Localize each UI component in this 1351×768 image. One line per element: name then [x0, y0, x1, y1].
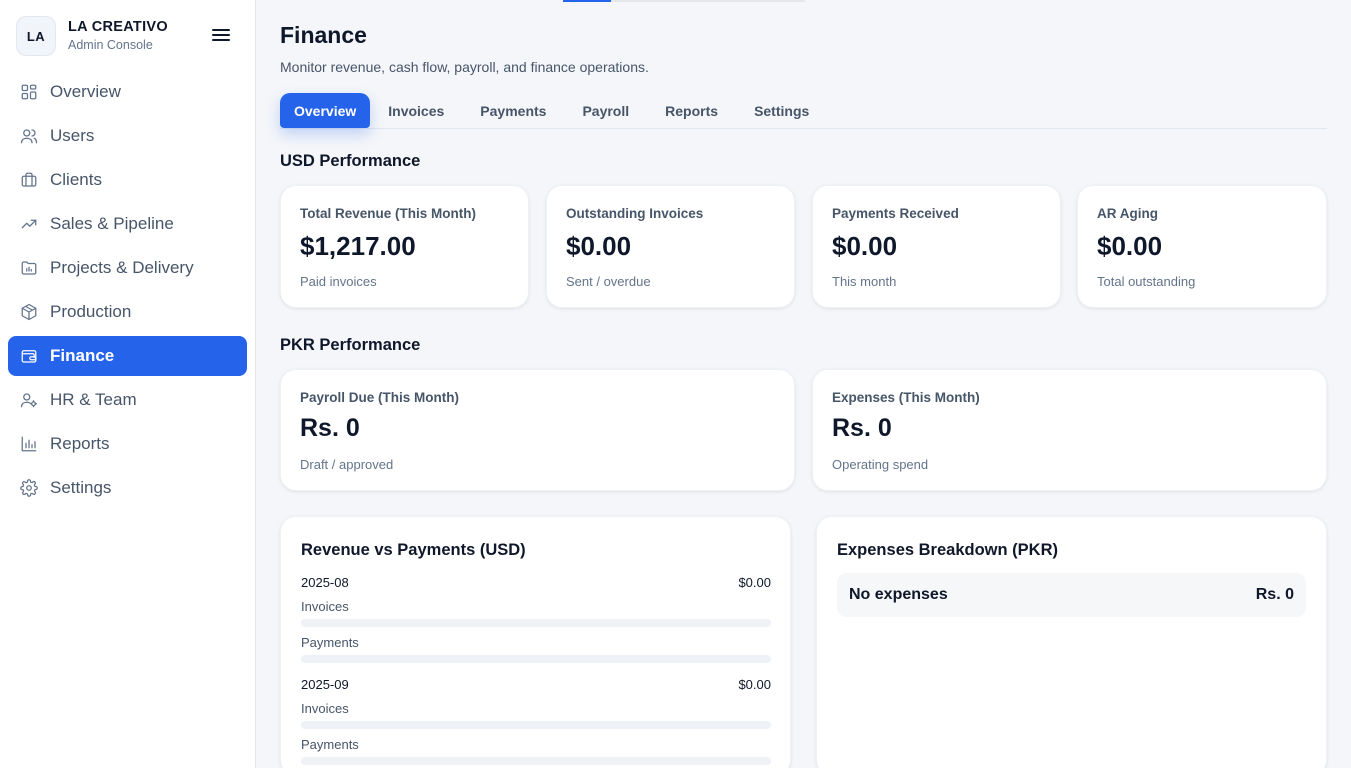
sidebar-item-label: Production	[50, 302, 132, 321]
kpi-label: Payments Received	[832, 206, 959, 221]
page-title: Finance	[280, 22, 367, 48]
kpi-label: Total Revenue (This Month)	[300, 206, 476, 221]
payments-bar	[301, 655, 771, 663]
sidebar-item-label: Users	[50, 126, 95, 145]
tab-payments[interactable]: Payments	[480, 102, 547, 119]
kpi-label: AR Aging	[1097, 206, 1158, 221]
package-icon	[20, 303, 38, 321]
sidebar-item-label: Sales & Pipeline	[50, 214, 174, 233]
sidebar-item-reports[interactable]: Reports	[8, 424, 247, 464]
page-subtitle: Monitor revenue, cash flow, payroll, and…	[280, 59, 649, 75]
month-row: 2025-09 $0.00	[301, 677, 771, 692]
tab-invoices[interactable]: Invoices	[388, 102, 445, 119]
kpi-note: Total outstanding	[1097, 274, 1196, 289]
revenue-vs-payments-panel: Revenue vs Payments (USD) 2025-08 $0.00 …	[280, 516, 791, 768]
invoices-bar-label: Invoices	[301, 599, 349, 614]
tab-overview[interactable]: Overview	[280, 93, 371, 128]
pkr-section-title: PKR Performance	[280, 336, 421, 354]
users-icon	[20, 127, 38, 145]
sidebar-item-label: Reports	[50, 434, 110, 453]
kpi-note: Draft / approved	[300, 457, 394, 472]
hamburger-menu-icon[interactable]	[212, 26, 230, 46]
sidebar-item-projects-delivery[interactable]: Projects & Delivery	[8, 248, 247, 288]
sidebar-item-settings[interactable]: Settings	[8, 468, 247, 508]
sidebar-item-label: HR & Team	[50, 390, 137, 409]
expense-row-value: Rs. 0	[1255, 586, 1294, 603]
kpi-note: Operating spend	[832, 457, 929, 472]
kpi-label: Outstanding Invoices	[566, 206, 704, 221]
sidebar-item-sales-pipeline[interactable]: Sales & Pipeline	[8, 204, 247, 244]
brand-subtitle: Admin Console	[68, 38, 153, 52]
kpi-card-expenses: Expenses (This Month) Rs. 0 Operating sp…	[812, 369, 1327, 491]
sidebar-item-clients[interactable]: Clients	[8, 160, 247, 200]
month-label: 2025-09	[301, 677, 349, 692]
grid-icon	[20, 83, 38, 101]
sidebar-item-label: Finance	[50, 346, 115, 365]
kpi-value: $0.00	[566, 231, 632, 261]
usd-section-title: USD Performance	[280, 152, 421, 170]
kpi-card-ar-aging: AR Aging $0.00 Total outstanding	[1077, 185, 1327, 308]
tab-payroll[interactable]: Payroll	[582, 102, 630, 119]
invoices-bar	[301, 619, 771, 627]
kpi-value: $0.00	[1097, 231, 1163, 261]
bar-chart-icon	[20, 435, 38, 453]
kpi-value: $1,217.00	[300, 231, 416, 261]
sidebar-item-overview[interactable]: Overview	[8, 72, 247, 112]
kpi-card-outstanding-invoices: Outstanding Invoices $0.00 Sent / overdu…	[546, 185, 795, 308]
kpi-label: Payroll Due (This Month)	[300, 390, 460, 405]
sidebar-nav: Overview Users Clients Sales & Pipeline …	[8, 72, 247, 512]
wallet-icon	[20, 347, 38, 365]
tab-reports[interactable]: Reports	[665, 102, 719, 119]
invoices-bar-label: Invoices	[301, 701, 349, 716]
month-label: 2025-08	[301, 575, 349, 590]
kpi-value: Rs. 0	[300, 414, 360, 442]
sidebar-item-label: Clients	[50, 170, 102, 189]
kpi-note: Paid invoices	[300, 274, 377, 289]
kpi-card-total-revenue: Total Revenue (This Month) $1,217.00 Pai…	[280, 185, 529, 308]
brand: LA LA CREATIVO Admin Console	[16, 16, 240, 56]
gear-icon	[20, 479, 38, 497]
sidebar-item-label: Settings	[50, 478, 112, 497]
brand-logo[interactable]: LA	[16, 16, 56, 56]
kpi-card-payments-received: Payments Received $0.00 This month	[812, 185, 1061, 308]
expenses-breakdown-panel: Expenses Breakdown (PKR) No expenses Rs.…	[816, 516, 1327, 768]
month-amount: $0.00	[738, 677, 771, 692]
panel-title: Revenue vs Payments (USD)	[301, 541, 526, 559]
payments-bar-label: Payments	[301, 737, 359, 752]
invoices-bar	[301, 721, 771, 729]
payments-bar-label: Payments	[301, 635, 359, 650]
sidebar: LA LA CREATIVO Admin Console Overview Us…	[0, 0, 256, 768]
kpi-note: This month	[832, 274, 897, 289]
brand-name: LA CREATIVO	[68, 19, 168, 35]
panel-title: Expenses Breakdown (PKR)	[837, 541, 1058, 559]
folder-chart-icon	[20, 259, 38, 277]
sidebar-item-label: Projects & Delivery	[50, 258, 194, 277]
expense-row: No expenses Rs. 0	[837, 573, 1306, 617]
sidebar-item-finance[interactable]: Finance	[8, 336, 247, 376]
scroll-indicator	[563, 0, 805, 2]
kpi-value: Rs. 0	[832, 414, 892, 442]
kpi-note: Sent / overdue	[566, 274, 651, 289]
trending-up-icon	[20, 215, 38, 233]
main-content: Finance Monitor revenue, cash flow, payr…	[280, 0, 1327, 768]
month-amount: $0.00	[738, 575, 771, 590]
sidebar-item-hr-team[interactable]: HR & Team	[8, 380, 247, 420]
sidebar-item-label: Overview	[50, 82, 121, 101]
tab-settings[interactable]: Settings	[754, 102, 810, 119]
briefcase-icon	[20, 171, 38, 189]
payments-bar	[301, 757, 771, 765]
month-row: 2025-08 $0.00	[301, 575, 771, 590]
kpi-value: $0.00	[832, 231, 898, 261]
kpi-label: Expenses (This Month)	[832, 390, 980, 405]
sidebar-item-users[interactable]: Users	[8, 116, 247, 156]
user-cog-icon	[20, 391, 38, 409]
expense-row-label: No expenses	[849, 586, 948, 603]
sidebar-item-production[interactable]: Production	[8, 292, 247, 332]
finance-tabs: Overview Invoices Payments Payroll Repor…	[280, 93, 1327, 129]
kpi-card-payroll-due: Payroll Due (This Month) Rs. 0 Draft / a…	[280, 369, 795, 491]
